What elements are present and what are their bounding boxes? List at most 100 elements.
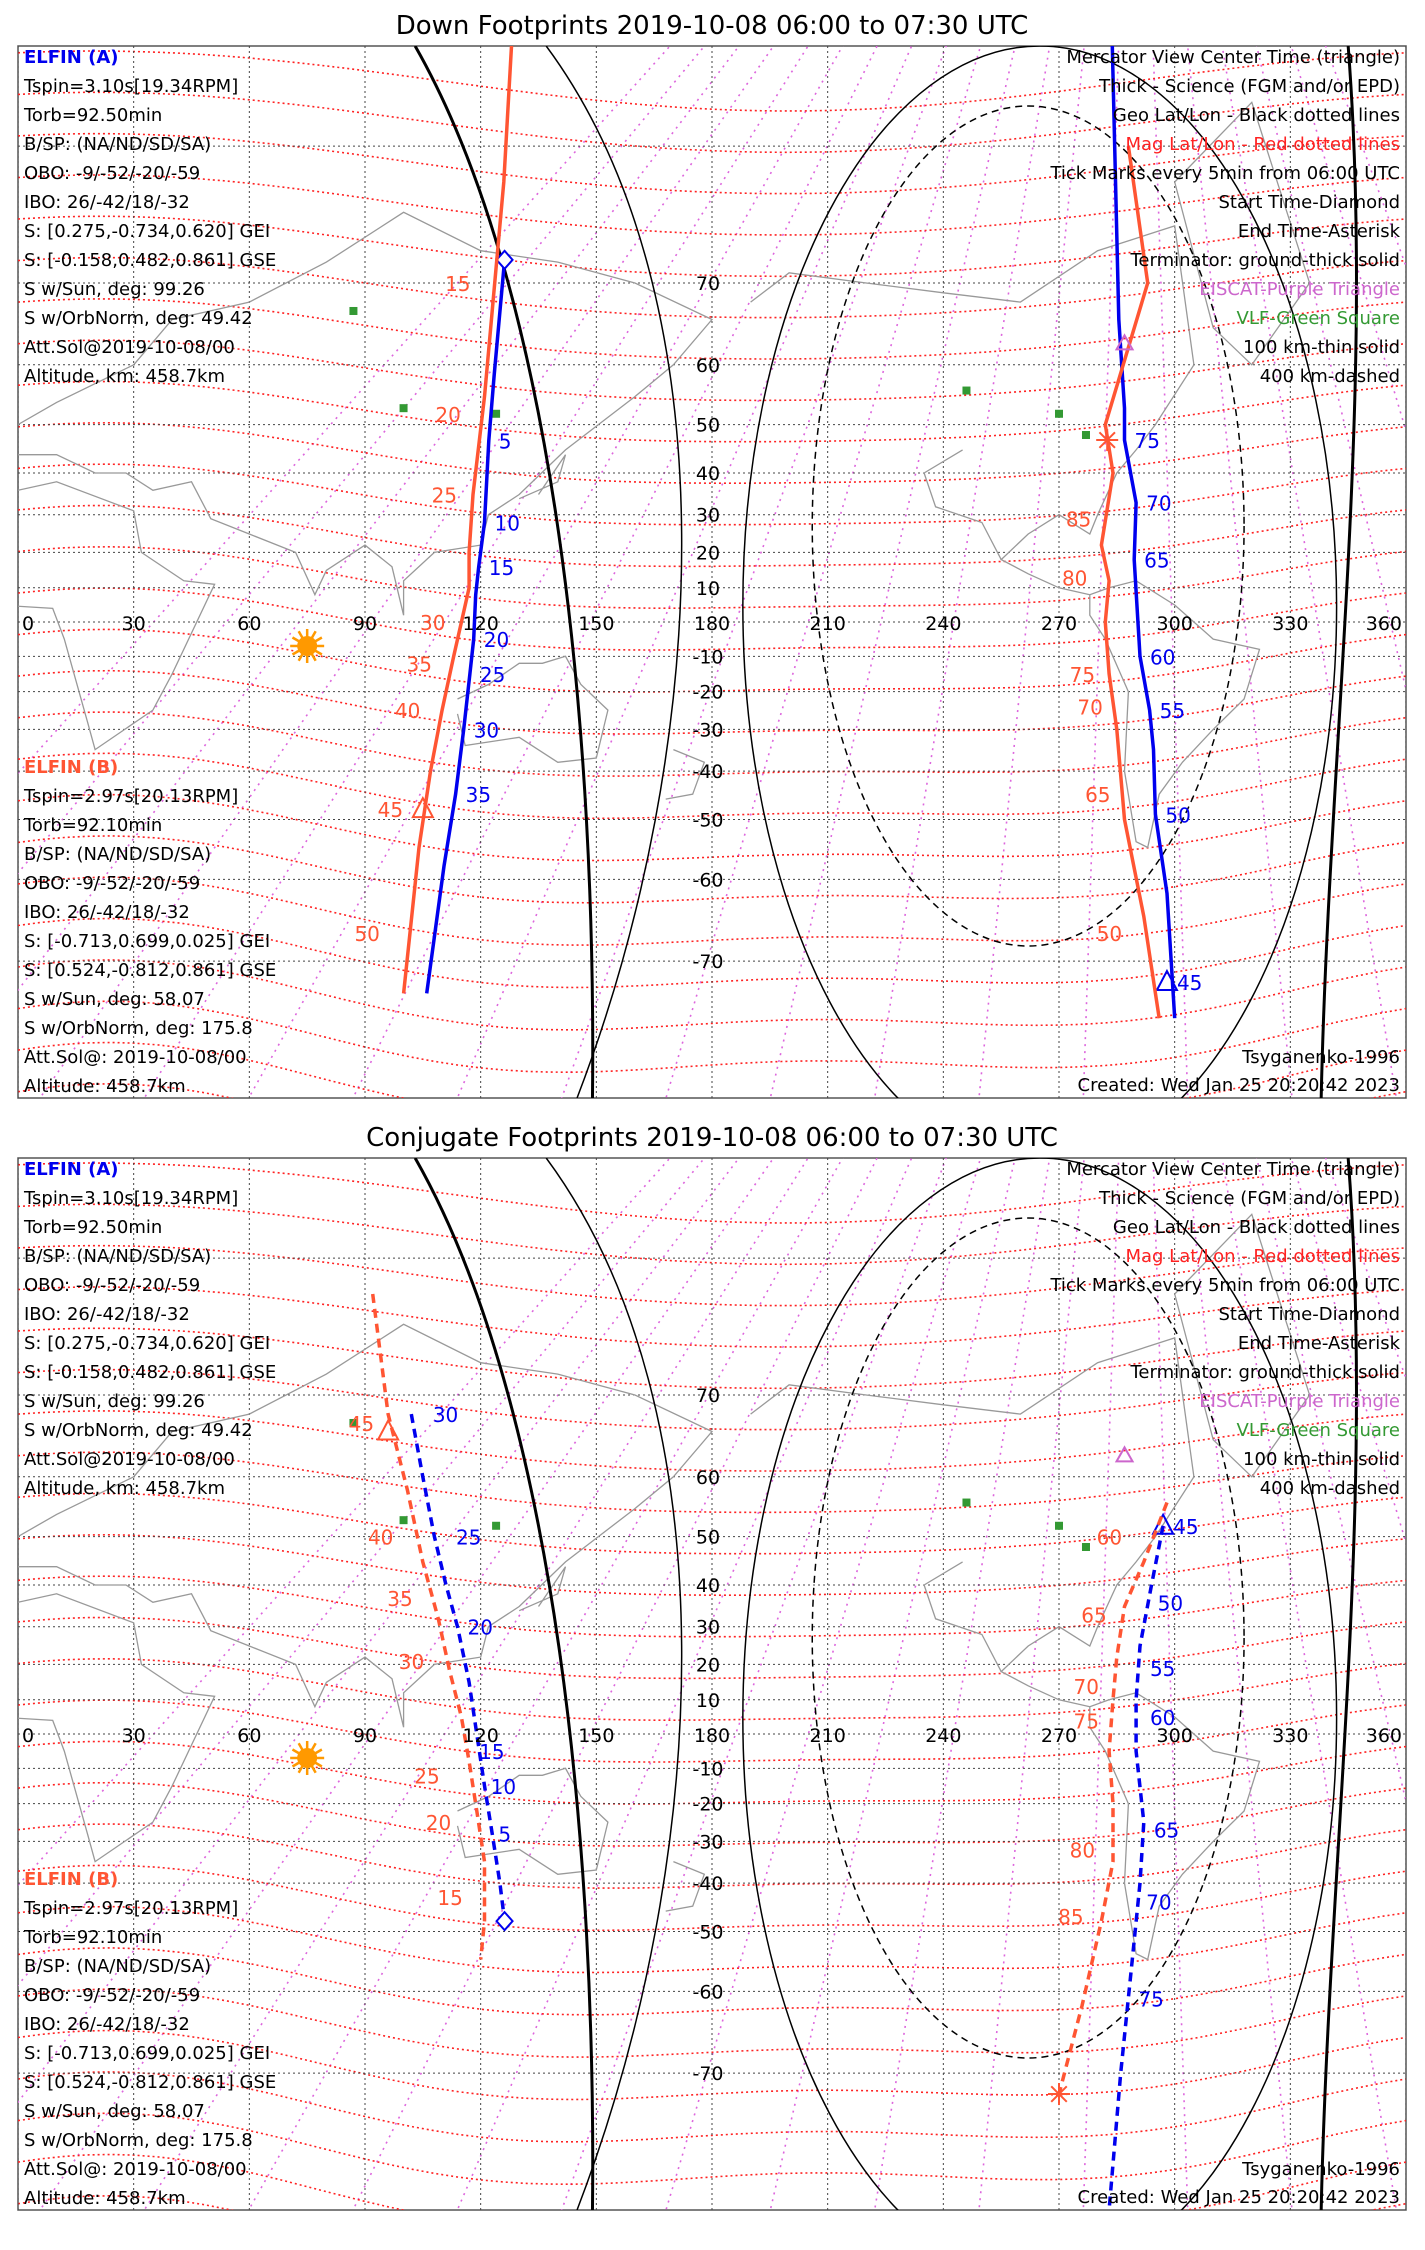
legend-entry: Thick - Science (FGM and/or EPD) (1098, 1188, 1400, 1209)
mag-latitude-line (18, 959, 1406, 1031)
track-tick-label: 35 (466, 783, 491, 807)
mag-latitude-line (18, 1286, 1406, 1348)
track-tick-label: 25 (414, 1764, 439, 1788)
sun-ray (297, 1742, 304, 1751)
vlf-station-marker (492, 1521, 501, 1530)
elfin-b-line: S: [0.524,-0.812,0.861] GSE (24, 960, 276, 981)
y-tick-label: -40 (692, 1873, 723, 1895)
footprint-track-b (370, 1293, 487, 1960)
x-tick-label: 330 (1272, 1725, 1308, 1747)
elfin-a-line: B/SP: (NA/ND/SD/SA) (24, 1246, 211, 1267)
elfin-a-line: IBO: 26/-42/18/-32 (24, 1304, 190, 1325)
elfin-b-line: Torb=92.10min (23, 1927, 162, 1948)
sun-ray (314, 1761, 323, 1768)
elfin-b-line: B/SP: (NA/ND/SD/SA) (24, 1956, 211, 1977)
y-tick-label: 50 (696, 1527, 720, 1549)
y-tick-label: -20 (692, 682, 723, 704)
coastline (750, 225, 1261, 849)
mag-meridian-line (1186, 46, 1293, 1098)
elfin-b-line: OBO: -9/-52/-20/-59 (24, 873, 200, 894)
y-tick-label: 40 (696, 463, 720, 485)
y-tick-label: 30 (696, 1617, 720, 1639)
view-center-triangle (1155, 968, 1179, 992)
track-tick-label: 30 (420, 611, 445, 635)
model-label: Tsyganenko-1996 (1241, 1047, 1400, 1068)
mag-meridian-line (1186, 1158, 1293, 2210)
track-tick-label: 60 (1150, 1706, 1175, 1730)
mag-latitude-line (18, 421, 1406, 484)
x-tick-label: 240 (925, 1725, 961, 1747)
coastline (518, 454, 567, 500)
x-tick-label: 60 (237, 1725, 261, 1747)
view-center-triangle (376, 1418, 400, 1441)
legend-entry: Start Time-Diamond (1218, 1304, 1400, 1325)
elfin-a-line: S: [0.275,-0.734,0.620] GEI (24, 221, 270, 242)
sun-icon (290, 1740, 325, 1775)
x-tick-label: 60 (237, 613, 261, 635)
mag-meridian-line (1082, 1158, 1120, 2210)
legend-entry: Tick Marks every 5min from 06:00 UTC (1049, 1275, 1400, 1296)
track-tick-label: 10 (495, 512, 520, 536)
x-tick-label: 30 (122, 1725, 146, 1747)
y-tick-label: 70 (696, 1385, 720, 1407)
track-tick-label: 75 (1070, 663, 1095, 687)
elfin-b-line: S: [-0.713,0.699,0.025] GEI (24, 931, 270, 952)
sun-ray (291, 1761, 300, 1768)
track-tick-label: 80 (1070, 1838, 1095, 1862)
sun-ray (297, 630, 304, 639)
legend: Mercator View Center Time (triangle) Thic… (1049, 1159, 1400, 1499)
mag-meridian-line (978, 1158, 1085, 2210)
elfin-b-line: IBO: 26/-42/18/-32 (24, 2014, 190, 2035)
mag-latitude-line (18, 1988, 1406, 2058)
terminator-ground (1319, 1158, 1359, 2210)
terminator-400km (811, 1217, 1245, 2059)
mag-latitude-line (18, 2071, 1406, 2143)
eiscat-triangle (1114, 1445, 1135, 1463)
mag-meridian-line (352, 1158, 878, 2210)
x-tick-label: 210 (810, 1725, 846, 1747)
coastline (1174, 1213, 1311, 1478)
track-tick-label: 70 (1146, 492, 1171, 516)
legend-entry: 400 km-dashed (1260, 366, 1400, 387)
mag-meridian-line (1152, 1158, 1189, 2210)
elfin-a-line: S: [-0.158,0.482,0.861] GSE (24, 250, 276, 271)
elfin-b-line: Altitude: 458.7km (24, 1076, 186, 1097)
elfin-b-info: ELFIN (B) Tspin=2.97s[20.13RPM] Torb=92.10… (23, 757, 276, 1097)
elfin-b-info: ELFIN (B) Tspin=2.97s[20.13RPM] Torb=92.10… (23, 1869, 276, 2209)
track-tick-label: 55 (1150, 1657, 1175, 1681)
y-tick-label: 20 (696, 1654, 720, 1676)
elfin-a-line: S w/Sun, deg: 99.26 (24, 1391, 205, 1412)
footprint-track-a (1110, 46, 1177, 1019)
vlf-station-marker (962, 1498, 971, 1507)
mag-meridian-line (1082, 46, 1120, 1098)
track-tick-label: 65 (1144, 549, 1169, 573)
mag-latitude-line (18, 174, 1406, 236)
coastline (18, 481, 216, 751)
mag-meridian-line (247, 46, 844, 1098)
track-tick-label: 65 (1154, 1819, 1179, 1843)
terminator-400km (811, 105, 1245, 947)
elfin-a-info: ELFIN (A) Tspin=3.10s[19.34RPM] Torb=92.50… (23, 1159, 276, 1499)
footprint-track-a (1107, 1525, 1165, 2210)
track-tick-label: 20 (468, 1616, 493, 1640)
elfin-b-header: ELFIN (B) (24, 757, 118, 778)
track-tick-label: 40 (395, 699, 420, 723)
elfin-a-line: B/SP: (NA/ND/SD/SA) (24, 134, 211, 155)
elfin-b-line: Tspin=2.97s[20.13RPM] (23, 1898, 238, 1919)
start-diamond-marker (495, 1910, 514, 1932)
sun-ray (310, 1765, 317, 1774)
x-tick-label: 90 (353, 1725, 377, 1747)
terminator-100km (545, 1158, 683, 2210)
end-asterisk-marker (1050, 2085, 1068, 2103)
track-tick-label: 60 (1097, 1526, 1122, 1550)
elfin-a-line: Att.Sol@2019-10-08/00 (24, 337, 235, 358)
map-panel-2: Conjugate Footprints 2019-10-08 06:00 to… (17, 1123, 1407, 2211)
eiscat-triangle (1114, 333, 1135, 351)
mag-meridian-line (18, 46, 741, 992)
track-tick-label: 85 (1058, 1905, 1083, 1929)
elfin-a-line: IBO: 26/-42/18/-32 (24, 192, 190, 213)
footprint-track-a (424, 259, 507, 994)
legend-entry: EISCAT-Purple Triangle (1199, 279, 1400, 300)
sun-ray (291, 1748, 300, 1755)
coastline (18, 1323, 714, 1728)
